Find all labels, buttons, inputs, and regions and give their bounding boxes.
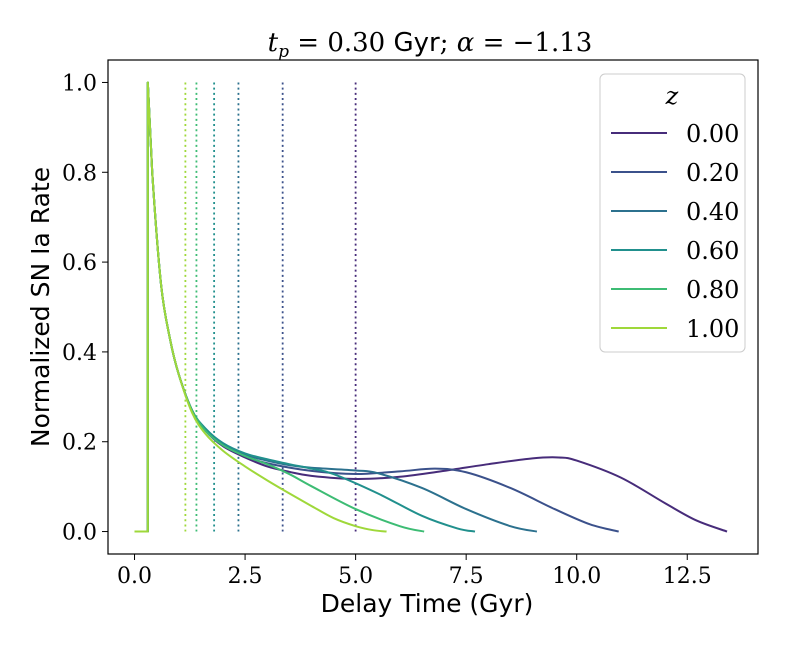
y-tick-label: 0.4 xyxy=(62,341,97,366)
y-tick-label: 0.6 xyxy=(62,251,97,276)
title-eq1: = 0.30 xyxy=(289,28,393,58)
y-tick-label: 0.0 xyxy=(62,521,97,546)
title-t-var: t xyxy=(268,28,279,58)
legend-label-2: 0.40 xyxy=(686,198,739,226)
legend-label-0: 0.00 xyxy=(686,120,739,148)
legend: z 0.00 0.20 0.40 0.60 0.80 1.00 xyxy=(599,73,746,353)
legend-items: 0.00 0.20 0.40 0.60 0.80 1.00 xyxy=(611,120,739,343)
legend-frame xyxy=(599,73,746,353)
legend-label-1: 0.20 xyxy=(686,159,739,187)
series-line-5 xyxy=(134,81,387,533)
y-axis-label: Normalized SN Ia Rate xyxy=(26,167,55,447)
y-tick-label: 1.0 xyxy=(62,71,97,96)
legend-label-3: 0.60 xyxy=(686,237,739,265)
title-t-sub: p xyxy=(278,42,289,62)
x-tick-label: 5.0 xyxy=(338,564,373,589)
x-tick-label: 10.0 xyxy=(552,564,601,589)
x-tick-label: 7.5 xyxy=(449,564,484,589)
x-tick-label: 2.5 xyxy=(228,564,263,589)
legend-label-5: 1.00 xyxy=(686,315,739,343)
axes: 0.0 2.5 5.0 7.5 10.0 12.5 0.0 0.2 0.4 0.6 0.8 1.0 xyxy=(62,59,759,589)
x-tick-label: 12.5 xyxy=(663,564,712,589)
x-axis-label: Delay Time (Gyr) xyxy=(321,589,534,618)
title-alpha: α xyxy=(457,28,475,58)
legend-label-4: 0.80 xyxy=(686,276,739,304)
legend-title: z xyxy=(665,82,679,110)
x-tick-label: 0.0 xyxy=(117,564,152,589)
plot-area xyxy=(134,81,728,533)
chart-title: tp = 0.30 Gyr; α = −1.13 xyxy=(268,28,593,62)
y-tick-label: 0.8 xyxy=(62,161,97,186)
title-sep: ; xyxy=(440,28,457,58)
axes-frame xyxy=(107,59,759,555)
y-tick-label: 0.2 xyxy=(62,431,97,456)
title-eq2: = −1.13 xyxy=(474,28,592,58)
title-unit: Gyr xyxy=(394,28,441,58)
